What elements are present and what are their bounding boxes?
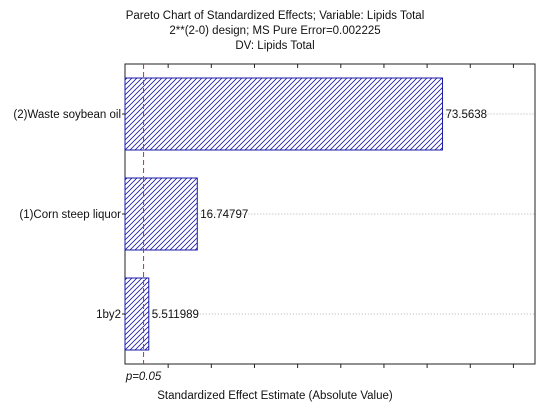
chart-title: Pareto Chart of Standardized Effects; Va… [125,10,425,22]
plot-area: 73.5638 (2)Waste soybean oil 16.74797 (1)Co… [13,63,536,383]
x-axis-label: Standardized Effect Estimate (Absolute V… [157,390,393,402]
category-label: (2)Waste soybean oil [13,109,121,121]
chart-subtitle: 2**(2-0) design; MS Pure Error=0.002225 [169,25,381,37]
bar-value-label: 16.74797 [200,209,248,221]
bar [124,77,443,151]
bar-value-label: 73.5638 [445,109,487,121]
bar-value-label: 5.511989 [152,309,199,321]
bar [124,277,150,351]
category-label: (1)Corn steep liquor [19,209,121,221]
bar [124,177,198,251]
chart-subtitle-dv: DV: Lipids Total [235,40,315,52]
significance-label: p=0.05 [125,371,162,383]
category-label: 1by2 [96,309,121,321]
